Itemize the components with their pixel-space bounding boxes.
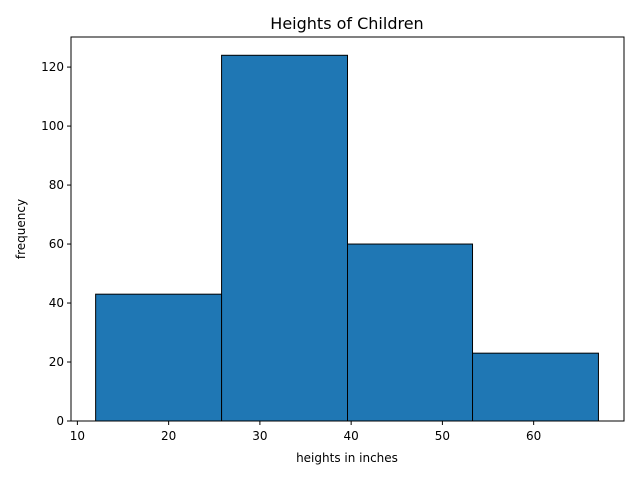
x-tick-label: 40 [344, 429, 359, 443]
histogram-bar-3 [347, 243, 474, 422]
y-tick-label: 0 [56, 414, 64, 428]
plot-frame [70, 36, 625, 422]
x-axis-label: heights in inches [296, 451, 398, 465]
y-tick-label: 40 [49, 296, 64, 310]
y-axis-ticks: 0 20 40 60 80 100 120 [41, 60, 71, 428]
x-tick-label: 20 [161, 429, 176, 443]
y-tick-label: 80 [49, 178, 64, 192]
y-tick-label: 60 [49, 237, 64, 251]
y-tick-label: 20 [49, 355, 64, 369]
x-tick-label: 60 [526, 429, 541, 443]
x-tick-label: 10 [70, 429, 85, 443]
y-tick-label: 120 [41, 60, 64, 74]
histogram-bar-1 [95, 293, 223, 422]
y-axis-label: frequency [14, 199, 28, 259]
bars-group [95, 54, 599, 422]
histogram-bar-2 [221, 54, 348, 422]
x-tick-label: 50 [435, 429, 450, 443]
chart-title: Heights of Children [270, 14, 423, 33]
x-tick-label: 30 [252, 429, 267, 443]
y-tick-label: 100 [41, 119, 64, 133]
histogram-bar-4 [472, 352, 599, 422]
x-axis-ticks: 10 20 30 40 50 60 [70, 421, 541, 443]
